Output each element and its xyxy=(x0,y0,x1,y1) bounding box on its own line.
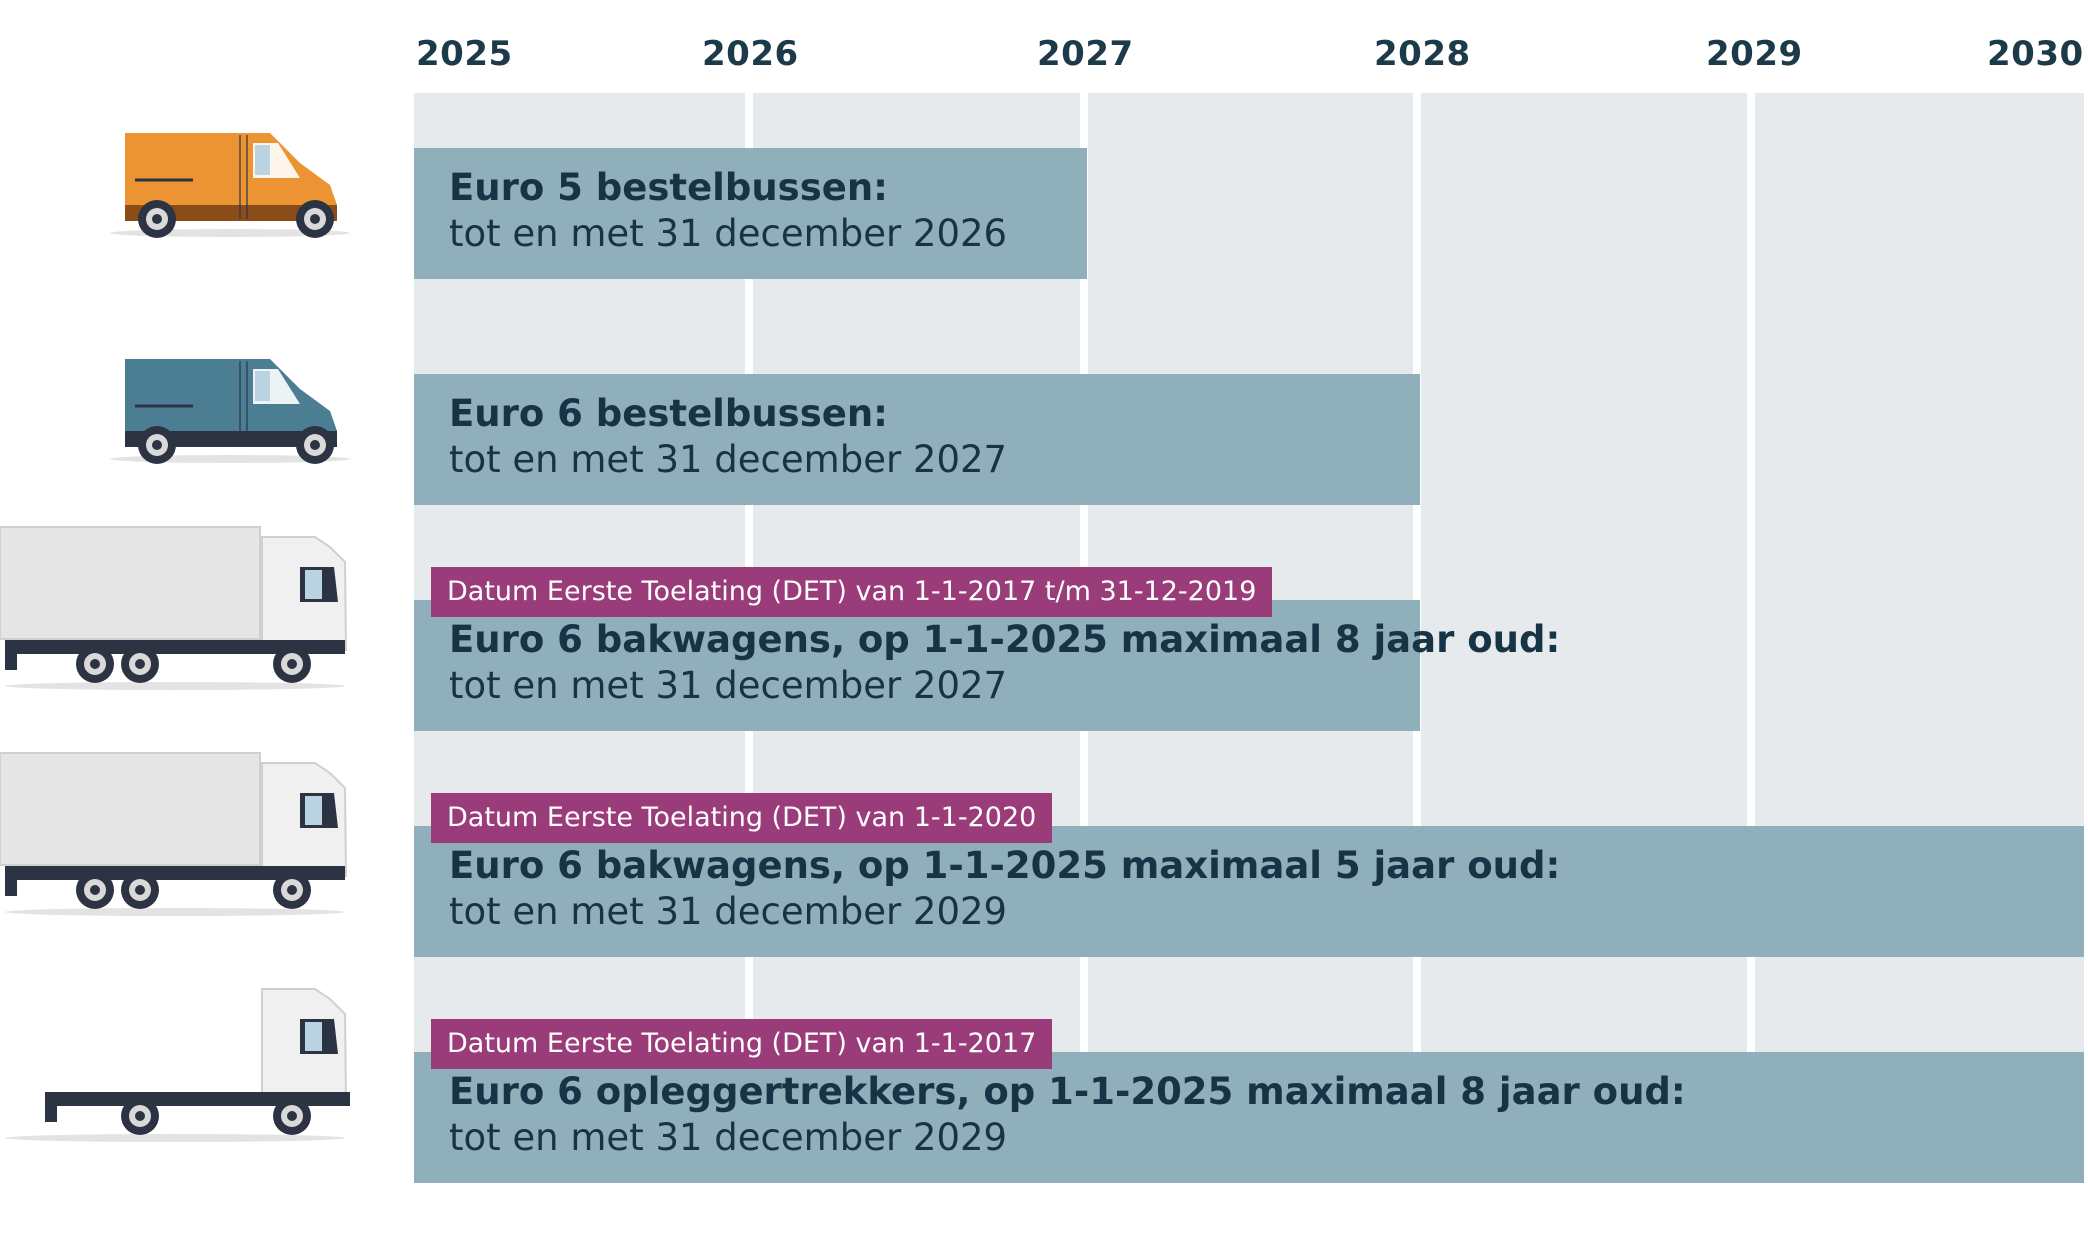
det-label: Datum Eerste Toelating (DET) van 1-1-202… xyxy=(431,793,1053,843)
timeline-bar: Euro 6 opleggertrekkers, op 1-1-2025 max… xyxy=(414,1052,2084,1183)
det-label: Datum Eerste Toelating (DET) van 1-1-201… xyxy=(431,1019,1053,1069)
box-truck-icon xyxy=(0,748,350,922)
blue-van-icon xyxy=(105,349,355,473)
bar-end-date: tot en met 31 december 2027 xyxy=(449,438,1008,481)
year-label-2028: 2028 xyxy=(1374,34,1471,74)
gridline-2029 xyxy=(1747,93,1755,1183)
timeline-bar: Euro 5 bestelbussen: tot en met 31 decemb… xyxy=(414,148,1087,279)
year-label-2027: 2027 xyxy=(1037,34,1134,74)
bar-title: Euro 6 bakwagens, op 1-1-2025 maximaal 8… xyxy=(449,618,1561,661)
bar-end-date: tot en met 31 december 2027 xyxy=(449,664,1008,707)
tractor-unit-icon xyxy=(0,974,385,1148)
year-label-2026: 2026 xyxy=(702,34,799,74)
bar-title: Euro 6 bakwagens, op 1-1-2025 maximaal 5… xyxy=(449,844,1561,887)
bar-title: Euro 5 bestelbussen: xyxy=(449,166,888,209)
bar-title: Euro 6 opleggertrekkers, op 1-1-2025 max… xyxy=(449,1070,1686,1113)
year-label-2029: 2029 xyxy=(1706,34,1803,74)
bar-end-date: tot en met 31 december 2029 xyxy=(449,1116,1008,1159)
bar-end-date: tot en met 31 december 2029 xyxy=(449,890,1008,933)
box-truck-icon xyxy=(0,522,350,696)
timeline-bar: Euro 6 bakwagens, op 1-1-2025 maximaal 8… xyxy=(414,600,1560,731)
timeline-bar: Euro 6 bestelbussen: tot en met 31 decemb… xyxy=(414,374,1420,505)
bar-title: Euro 6 bestelbussen: xyxy=(449,392,888,435)
year-label-2025: 2025 xyxy=(416,34,513,74)
orange-van-icon xyxy=(105,123,355,247)
det-label: Datum Eerste Toelating (DET) van 1-1-201… xyxy=(431,567,1273,617)
year-label-2030: 2030 xyxy=(1987,34,2084,74)
bar-end-date: tot en met 31 december 2026 xyxy=(449,212,1008,255)
timeline-bar: Euro 6 bakwagens, op 1-1-2025 maximaal 5… xyxy=(414,826,2084,957)
